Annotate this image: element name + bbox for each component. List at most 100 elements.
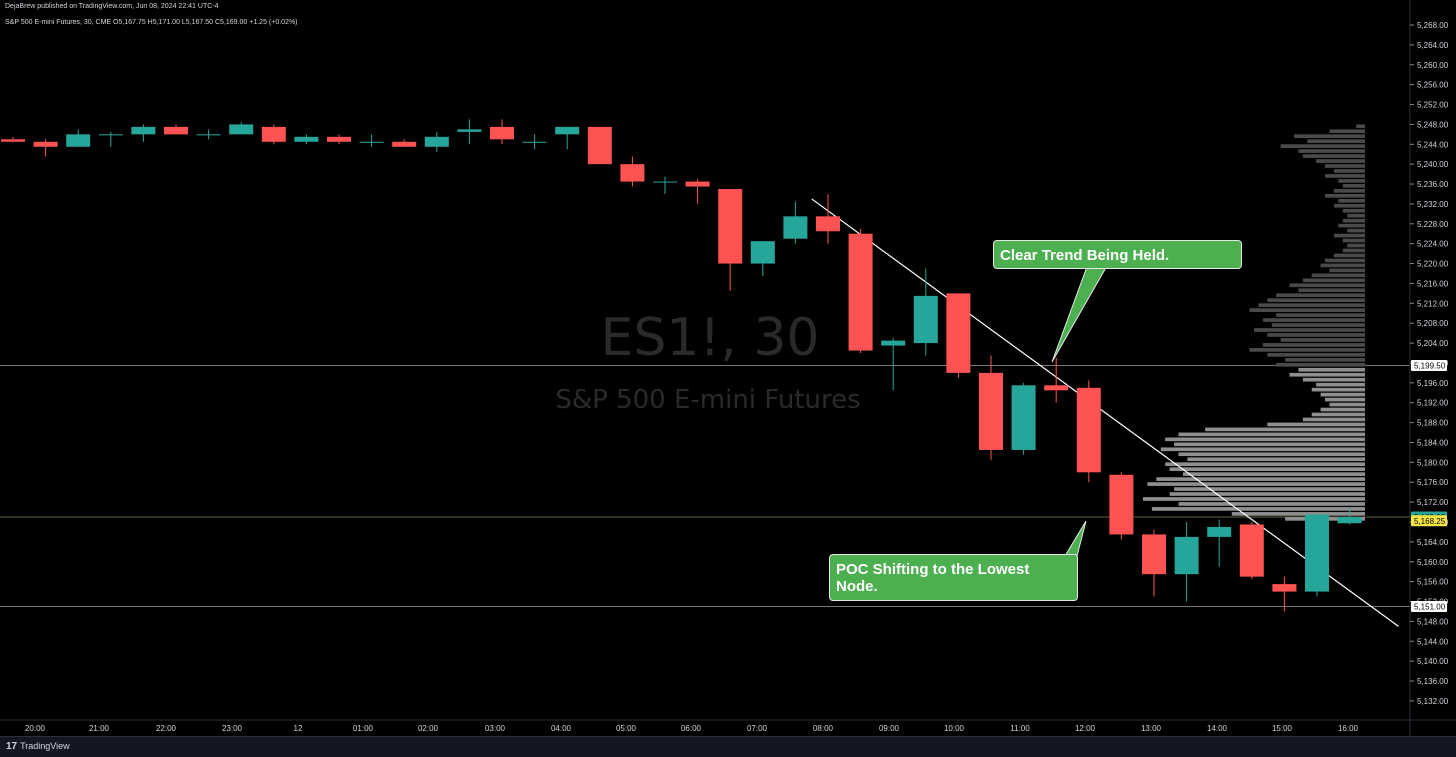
- candle-body: [848, 233, 873, 351]
- candle: [392, 139, 417, 147]
- x-tick-label: 01:00: [353, 724, 374, 733]
- profile-bar: [1174, 442, 1365, 447]
- poc-callout-tail: [1064, 520, 1087, 557]
- profile-bar: [1165, 462, 1365, 467]
- candle-body: [946, 293, 971, 373]
- profile-bar: [1182, 472, 1365, 476]
- trend-callout[interactable]: Clear Trend Being Held.: [993, 240, 1242, 269]
- profile-bar: [1178, 432, 1365, 437]
- candle-body: [327, 136, 351, 142]
- x-tick-label: 06:00: [681, 724, 702, 733]
- profile-bar: [1178, 502, 1365, 506]
- candle: [522, 134, 547, 150]
- profile-bar: [1231, 512, 1365, 516]
- candle-body: [261, 126, 286, 142]
- profile-bar: [1356, 124, 1365, 129]
- candle: [1207, 519, 1232, 567]
- profile-bar: [1165, 437, 1365, 442]
- profile-bar: [1205, 427, 1365, 432]
- x-tick-label: 09:00: [879, 724, 900, 733]
- candle: [587, 126, 612, 165]
- profile-bar: [1276, 313, 1365, 317]
- profile-bar: [1178, 452, 1365, 457]
- candle-body: [979, 372, 1003, 450]
- candle: [816, 193, 840, 244]
- candle: [131, 124, 156, 142]
- y-tick-label: 5,156.00: [1417, 578, 1449, 587]
- candle: [1011, 382, 1036, 455]
- poc-callout[interactable]: POC Shifting to the Lowest Node.: [829, 554, 1078, 601]
- candles: [1, 119, 1362, 612]
- profile-bar: [1147, 482, 1365, 486]
- publisher-line: DejaBrew published on TradingView.com, J…: [5, 3, 219, 10]
- candle-body: [1076, 387, 1101, 473]
- profile-bar: [1276, 362, 1365, 367]
- candle: [1142, 529, 1166, 597]
- candle: [685, 179, 710, 204]
- candle-body: [522, 141, 547, 143]
- tradingview-logo[interactable]: 17 TradingView: [6, 741, 70, 752]
- profile-bar: [1325, 193, 1365, 198]
- profile-bar: [1262, 318, 1365, 322]
- candle-body: [1207, 526, 1232, 537]
- profile-bar: [1160, 447, 1365, 452]
- y-tick-label: 5,208.00: [1417, 319, 1449, 328]
- candle: [979, 355, 1003, 460]
- candle: [783, 201, 808, 244]
- symbol-ohlc-line: S&P 500 E-mini Futures, 30, CME O5,167.7…: [5, 19, 298, 26]
- profile-bar: [1298, 367, 1365, 372]
- candle: [98, 131, 123, 147]
- candle: [653, 176, 677, 194]
- candle-body: [555, 126, 580, 135]
- candle-body: [229, 124, 254, 135]
- profile-bar: [1338, 198, 1365, 203]
- candle: [1109, 472, 1134, 540]
- candle: [848, 228, 873, 354]
- y-tick-label: 5,192.00: [1417, 399, 1449, 408]
- profile-bar: [1329, 402, 1365, 407]
- candle: [1305, 514, 1329, 597]
- watermark-name: S&P 500 E-mini Futures: [555, 385, 861, 415]
- profile-bar: [1302, 377, 1365, 382]
- candle: [490, 119, 514, 145]
- profile-bar: [1285, 357, 1365, 362]
- trendline[interactable]: [811, 198, 1399, 627]
- y-tick-label: 5,228.00: [1417, 220, 1449, 229]
- candle-body: [816, 216, 840, 232]
- footer-bar: 17 TradingView: [0, 736, 1456, 757]
- marker-price-tag-bg: [1411, 515, 1447, 527]
- profile-bar: [1338, 179, 1365, 183]
- candle-body: [685, 181, 710, 187]
- profile-bar: [1143, 497, 1365, 501]
- profile-bar: [1302, 417, 1365, 422]
- profile-bar: [1298, 149, 1365, 153]
- candle-body: [359, 141, 384, 143]
- candle-body: [196, 134, 221, 136]
- candle-body: [66, 134, 91, 147]
- x-tick-label: 21:00: [89, 724, 110, 733]
- profile-bar: [1320, 263, 1365, 268]
- candle: [294, 134, 319, 145]
- candle: [913, 268, 938, 356]
- y-tick-label: 5,236.00: [1417, 180, 1449, 189]
- x-tick-label: 05:00: [616, 724, 637, 733]
- profile-bar: [1267, 333, 1365, 337]
- candle: [1, 136, 25, 142]
- candle-body: [1, 139, 25, 142]
- profile-bar: [1293, 134, 1365, 139]
- candle-body: [1239, 524, 1264, 577]
- candle: [1044, 357, 1069, 403]
- candle: [196, 129, 221, 140]
- profile-bar: [1258, 303, 1365, 307]
- candle-body: [131, 126, 156, 135]
- y-tick-label: 5,188.00: [1417, 419, 1449, 428]
- profile-bar: [1347, 228, 1365, 233]
- profile-bar: [1169, 467, 1365, 471]
- candle-body: [1142, 534, 1166, 575]
- x-tick-label: 02:00: [418, 724, 439, 733]
- y-tick-label: 5,140.00: [1417, 657, 1449, 666]
- candle: [66, 129, 91, 147]
- x-tick-label: 07:00: [747, 724, 768, 733]
- candle-body: [1011, 385, 1036, 450]
